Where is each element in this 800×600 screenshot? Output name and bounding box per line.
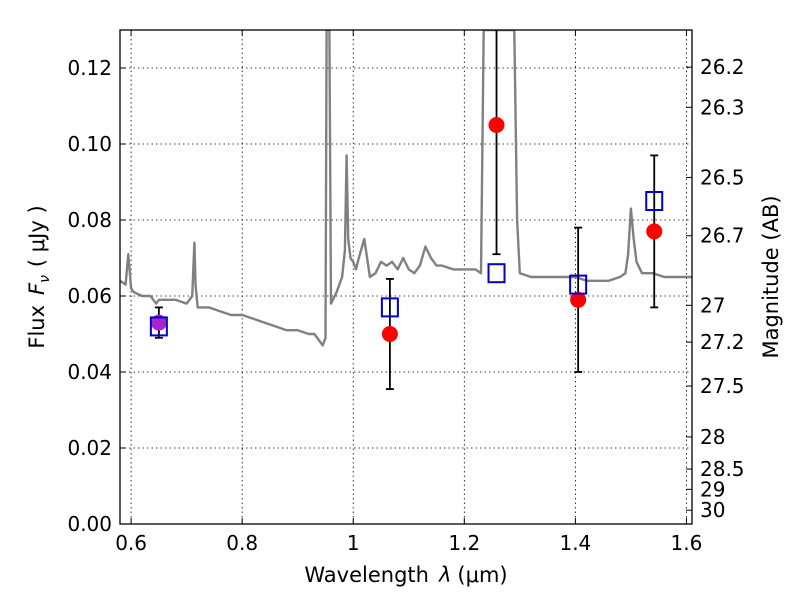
x-tick-label: 1.2 (448, 531, 480, 555)
magnitude-tick-label: 30 (700, 498, 725, 522)
observed-point (570, 291, 587, 308)
magnitude-tick-label: 26.2 (700, 55, 745, 79)
observed-point (488, 117, 505, 133)
magnitude-tick-label: 26.3 (700, 95, 745, 119)
magnitude-tick-label: 29 (700, 477, 725, 501)
observed-point (381, 326, 398, 342)
y-tick-label: 0.12 (67, 56, 112, 80)
magnitude-tick-label: 27.2 (700, 330, 745, 354)
model-photometry-square (149, 316, 168, 337)
x-axis-label: Wavelength λ (μm) (304, 563, 507, 587)
y-axis-label: FluxFν( μJy ) (25, 205, 53, 348)
observed-point (150, 314, 167, 331)
grid (120, 30, 692, 525)
plot-frame (119, 29, 693, 525)
observed-point (646, 223, 663, 240)
magnitude-tick-label: 27 (700, 293, 725, 317)
model-spectrum-line (120, 30, 692, 347)
y-tick-label: 0.08 (67, 208, 112, 232)
model-photometry-square (645, 191, 664, 211)
plot-area (120, 30, 692, 391)
y-tick-label: 0.06 (67, 284, 112, 308)
x-tick-label: 0.8 (226, 531, 258, 555)
y-tick-label: 0.04 (67, 360, 112, 384)
model-photometry-square (380, 297, 399, 318)
x-tick-label: 1 (347, 531, 360, 555)
magnitude-tick-label: 26.7 (700, 224, 745, 248)
magnitude-tick-label: 27.5 (700, 374, 745, 398)
y-tick-label: 0.02 (67, 436, 112, 460)
x-tick-label: 1.4 (559, 531, 591, 555)
magnitude-tick-label: 26.5 (700, 165, 745, 189)
y-tick-label: 0.10 (67, 132, 112, 156)
model-photometry-square (569, 274, 588, 295)
magnitude-tick-label: 28.5 (700, 457, 745, 481)
x-tick-label: 0.6 (115, 531, 147, 555)
magnitude-tick-label: 28 (700, 425, 725, 449)
y-tick-label: 0.00 (67, 512, 112, 536)
axis-ticks: 0.6 0.8 1 1.2 1.4 1.6 0.00 0.02 0.04 0.06 0.08 0.10… (67, 30, 745, 555)
model-photometry-square (487, 263, 506, 284)
x-tick-label: 1.6 (671, 531, 703, 555)
right-y-axis-label: Magnitude (AB) (759, 195, 783, 358)
